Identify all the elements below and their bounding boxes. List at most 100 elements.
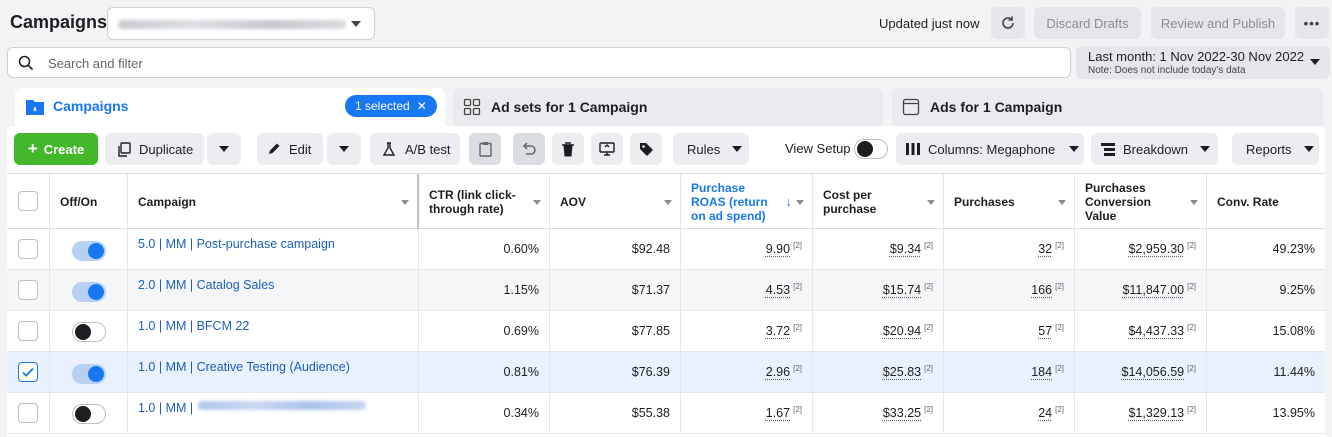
campaign-name-link[interactable]: 1.0 | MM | BFCM 22 — [128, 311, 419, 351]
roas-value[interactable]: 3.72 — [765, 324, 791, 338]
view-setup-toggle[interactable] — [854, 139, 888, 159]
aov-value: $71.37 — [550, 270, 681, 310]
footnote-marker: [2] — [924, 322, 933, 332]
col-header-ctr-label: CTR (link click-through rate) — [429, 187, 516, 216]
tab-ad-sets[interactable]: Ad sets for 1 Campaign — [453, 88, 883, 128]
campaign-name-link[interactable]: 2.0 | MM | Catalog Sales — [128, 270, 419, 310]
purchases-value[interactable]: 184 — [1031, 365, 1053, 379]
chevron-down-icon — [339, 146, 349, 152]
pcv-value[interactable]: $11,847.00 — [1122, 283, 1185, 297]
duplicate-button[interactable]: Duplicate — [105, 133, 204, 165]
duplicate-dropdown[interactable] — [207, 133, 241, 165]
cpp-value[interactable]: $15.74 — [882, 283, 922, 297]
select-all-checkbox[interactable] — [18, 191, 38, 211]
col-header-roas[interactable]: Purchase ROAS (return on ad spend) ↓ — [681, 174, 813, 229]
row-checkbox[interactable] — [18, 362, 38, 382]
aov-value: $77.85 — [550, 311, 681, 351]
chevron-down-icon — [1310, 59, 1320, 65]
row-checkbox[interactable] — [18, 239, 38, 259]
purchases-value[interactable]: 24 — [1038, 406, 1053, 420]
breakdown-button[interactable]: Breakdown — [1091, 133, 1218, 165]
ab-test-button[interactable]: A/B test — [370, 133, 460, 165]
tag-button[interactable] — [630, 133, 662, 165]
toggle-knob — [88, 243, 104, 259]
discard-drafts-button[interactable]: Discard Drafts — [1034, 7, 1141, 39]
edit-dropdown[interactable] — [327, 133, 361, 165]
col-header-conversion-value[interactable]: Purchases Conversion Value — [1075, 174, 1207, 229]
campaign-toggle[interactable] — [72, 282, 106, 302]
campaign-name-link[interactable]: 1.0 | MM | — [138, 401, 194, 415]
toggle-knob — [857, 141, 873, 157]
roas-value[interactable]: 9.90 — [765, 242, 791, 256]
table-row[interactable]: 1.0 | MM | BFCM 22 0.69% $77.85 3.72 [2] … — [7, 311, 1325, 352]
row-checkbox[interactable] — [18, 403, 38, 423]
col-header-offon[interactable]: Off/On — [50, 174, 128, 229]
more-icon: ••• — [1303, 15, 1321, 31]
edit-button[interactable]: Edit — [257, 133, 323, 165]
col-header-cost-per-purchase[interactable]: Cost per purchase — [813, 174, 944, 229]
cpp-value[interactable]: $33.25 — [882, 406, 922, 420]
col-header-ctr[interactable]: CTR (link click-through rate) — [419, 174, 550, 229]
tab-ads[interactable]: Ads for 1 Campaign — [892, 88, 1323, 128]
account-selector[interactable] — [107, 7, 375, 40]
export-button[interactable] — [591, 133, 623, 165]
pcv-value[interactable]: $2,959.30 — [1128, 242, 1185, 256]
table-row[interactable]: 1.0 | MM | 0.34% $55.38 1.67 [2] $33.25 [2… — [7, 393, 1325, 434]
table-row[interactable]: 5.0 | MM | Post-purchase campaign 0.60% … — [7, 229, 1325, 270]
pcv-value[interactable]: $4,437.33 — [1128, 324, 1185, 338]
rules-button[interactable]: Rules — [673, 133, 749, 165]
col-header-conv-rate[interactable]: Conv. Rate — [1217, 194, 1279, 209]
conv-rate-value: 9.25% — [1279, 283, 1315, 297]
campaign-toggle[interactable] — [72, 364, 106, 384]
toggle-knob — [88, 366, 104, 382]
aov-value: $55.38 — [550, 393, 681, 433]
selected-count-badge[interactable]: 1 selected ✕ — [345, 95, 437, 117]
row-checkbox[interactable] — [18, 321, 38, 341]
table-row[interactable]: 1.0 | MM | Creative Testing (Audience) 0… — [7, 352, 1325, 393]
roas-value[interactable]: 4.53 — [765, 283, 791, 297]
roas-value[interactable]: 1.67 — [765, 406, 791, 420]
campaign-name-cell: 1.0 | MM | — [128, 393, 419, 433]
roas-value[interactable]: 2.96 — [765, 365, 791, 379]
columns-button[interactable]: Columns: Megaphone — [896, 133, 1084, 165]
cpp-value[interactable]: $25.83 — [882, 365, 922, 379]
breakdown-label: Breakdown — [1123, 141, 1189, 157]
table-row[interactable]: 2.0 | MM | Catalog Sales 1.15% $71.37 4.… — [7, 270, 1325, 311]
close-icon[interactable]: ✕ — [416, 99, 427, 113]
campaign-name-link[interactable]: 5.0 | MM | Post-purchase campaign — [128, 229, 419, 269]
more-options-button[interactable]: ••• — [1295, 7, 1329, 39]
review-publish-button[interactable]: Review and Publish — [1151, 7, 1285, 39]
delete-button[interactable] — [552, 133, 584, 165]
col-header-purchases[interactable]: Purchases — [944, 174, 1075, 229]
ad-sets-grid-icon — [463, 98, 481, 116]
cpp-value[interactable]: $9.34 — [889, 242, 922, 256]
row-checkbox[interactable] — [18, 280, 38, 300]
tab-campaigns[interactable]: Campaigns 1 selected ✕ — [15, 88, 445, 132]
purchases-value[interactable]: 32 — [1038, 242, 1053, 256]
col-header-aov[interactable]: AOV — [550, 174, 681, 229]
purchases-value[interactable]: 57 — [1038, 324, 1053, 338]
refresh-button[interactable] — [991, 7, 1025, 39]
campaign-toggle[interactable] — [72, 404, 106, 424]
purchases-value[interactable]: 166 — [1031, 283, 1053, 297]
reports-button[interactable]: Reports — [1232, 133, 1319, 165]
col-header-campaign[interactable]: Campaign — [128, 174, 419, 229]
date-range-picker[interactable]: Last month: 1 Nov 2022-30 Nov 2022 Note:… — [1076, 46, 1330, 79]
footnote-marker: [2] — [793, 404, 802, 414]
pcv-value[interactable]: $14,056.59 — [1121, 365, 1185, 379]
campaign-name-link[interactable]: 1.0 | MM | Creative Testing (Audience) — [128, 352, 419, 392]
duplicate-icon — [118, 141, 131, 157]
clipboard-button[interactable] — [469, 133, 501, 165]
pcv-value[interactable]: $1,329.13 — [1128, 406, 1185, 420]
create-button[interactable]: + Create — [14, 133, 98, 165]
cpp-value[interactable]: $20.94 — [882, 324, 922, 338]
pcv-cell: $1,329.13 [2] — [1075, 393, 1207, 433]
campaign-folder-icon — [26, 100, 44, 115]
campaign-toggle[interactable] — [72, 322, 106, 342]
campaign-toggle[interactable] — [72, 241, 106, 261]
roas-cell: 3.72 [2] — [681, 311, 813, 351]
col-header-roas-label: Purchase ROAS (return on ad spend) — [691, 180, 768, 223]
undo-button[interactable] — [513, 133, 545, 165]
search-input[interactable] — [48, 53, 948, 73]
top-bar: Campaigns Updated just now Discard Draft… — [0, 0, 1332, 46]
